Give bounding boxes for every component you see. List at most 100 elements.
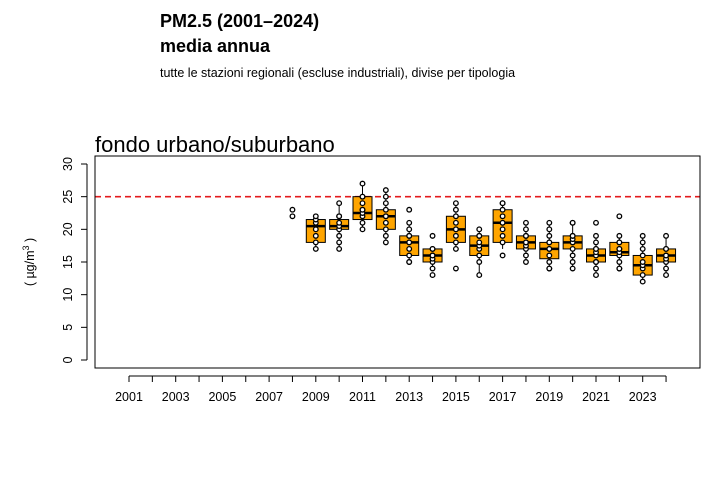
- x-tick-label: 2021: [582, 390, 610, 404]
- chart-subtitle: tutte le stazioni regionali (escluse ind…: [160, 66, 516, 80]
- y-axis-label-base: ( µg/m: [23, 250, 37, 286]
- data-point: [499, 213, 506, 220]
- data-point: [639, 245, 646, 252]
- data-point: [359, 226, 366, 233]
- data-point: [336, 232, 343, 239]
- data-point: [452, 213, 459, 220]
- box-2022: [609, 213, 630, 272]
- data-point: [546, 252, 553, 259]
- data-point: [336, 239, 343, 246]
- data-point: [546, 245, 553, 252]
- box-2019: [539, 219, 560, 272]
- data-point: [569, 259, 576, 265]
- data-point: [312, 213, 319, 220]
- data-point: [429, 265, 436, 272]
- box-2021: [586, 219, 606, 279]
- data-point: [616, 213, 623, 220]
- data-point: [569, 219, 576, 226]
- data-point: [429, 245, 436, 252]
- data-point: [639, 252, 646, 259]
- panel-title: fondo urbano/suburbano: [95, 132, 335, 157]
- data-point: [639, 259, 646, 265]
- data-point: [382, 200, 389, 207]
- data-point: [406, 239, 413, 246]
- x-tick-label: 2019: [535, 390, 563, 404]
- y-tick-label: 0: [61, 356, 75, 363]
- data-point: [593, 232, 599, 239]
- box-2016: [469, 226, 490, 279]
- data-point: [593, 259, 599, 265]
- data-point: [476, 252, 483, 259]
- data-point: [663, 245, 669, 252]
- y-axis-label-close: ): [23, 238, 37, 246]
- data-point: [499, 226, 506, 233]
- data-point: [639, 232, 646, 239]
- data-point: [312, 232, 319, 239]
- y-tick-label: 5: [61, 324, 75, 331]
- data-point: [382, 213, 389, 220]
- x-tick-label: 2001: [115, 390, 143, 404]
- data-point: [616, 245, 623, 252]
- x-tick-label: 2009: [302, 390, 330, 404]
- data-point: [452, 232, 459, 239]
- box-2013: [399, 206, 420, 265]
- box-2011: [352, 180, 373, 233]
- data-point: [406, 206, 413, 213]
- box-2017: [492, 200, 513, 259]
- data-point: [476, 226, 483, 233]
- data-point: [476, 232, 483, 239]
- data-point: [523, 226, 529, 233]
- data-point: [523, 232, 529, 239]
- data-point: [452, 219, 459, 226]
- box-2023: [632, 232, 653, 285]
- data-point: [499, 200, 506, 207]
- x-tick-label: 2003: [162, 390, 190, 404]
- data-point: [289, 213, 296, 220]
- data-point: [359, 180, 366, 187]
- box-2012: [375, 187, 396, 246]
- data-point: [359, 206, 366, 213]
- data-point: [663, 252, 669, 259]
- data-point: [289, 206, 296, 213]
- data-point: [312, 239, 319, 246]
- data-point: [406, 219, 413, 226]
- data-point: [452, 206, 459, 213]
- box-2008: [289, 206, 296, 220]
- data-point: [523, 259, 529, 265]
- data-point: [499, 206, 506, 213]
- data-point: [499, 219, 506, 226]
- data-point: [523, 219, 529, 226]
- box-2024: [656, 232, 677, 279]
- data-point: [546, 226, 553, 233]
- data-point: [569, 265, 576, 272]
- data-point: [476, 239, 483, 246]
- data-point: [452, 245, 459, 252]
- data-point: [336, 213, 343, 220]
- x-tick-label: 2017: [489, 390, 517, 404]
- data-point: [312, 226, 319, 233]
- data-point: [406, 232, 413, 239]
- data-point: [546, 259, 553, 265]
- data-point: [639, 278, 646, 285]
- chart-title: PM2.5 (2001–2024): [160, 11, 320, 31]
- data-point: [639, 272, 646, 279]
- data-point: [616, 239, 623, 246]
- data-point: [382, 219, 389, 226]
- data-point: [593, 272, 599, 279]
- x-tick-label: 2011: [349, 390, 376, 404]
- box-2018: [515, 219, 536, 265]
- data-point: [593, 245, 599, 252]
- chart-title-line2: media annua: [160, 36, 271, 56]
- x-tick-label: 2013: [395, 390, 423, 404]
- data-point: [452, 239, 459, 246]
- data-point: [546, 232, 553, 239]
- box-2015: [445, 200, 466, 272]
- data-point: [452, 200, 459, 207]
- data-point: [616, 259, 623, 265]
- data-point: [429, 272, 436, 279]
- data-point: [406, 252, 413, 259]
- data-point: [523, 252, 529, 259]
- data-point: [546, 239, 553, 246]
- axes-layer: 0 5 10 15 20 25 30 2001 2003 2005 2007 2009 2011 2013…: [61, 157, 667, 404]
- plot-frame: [94, 155, 701, 369]
